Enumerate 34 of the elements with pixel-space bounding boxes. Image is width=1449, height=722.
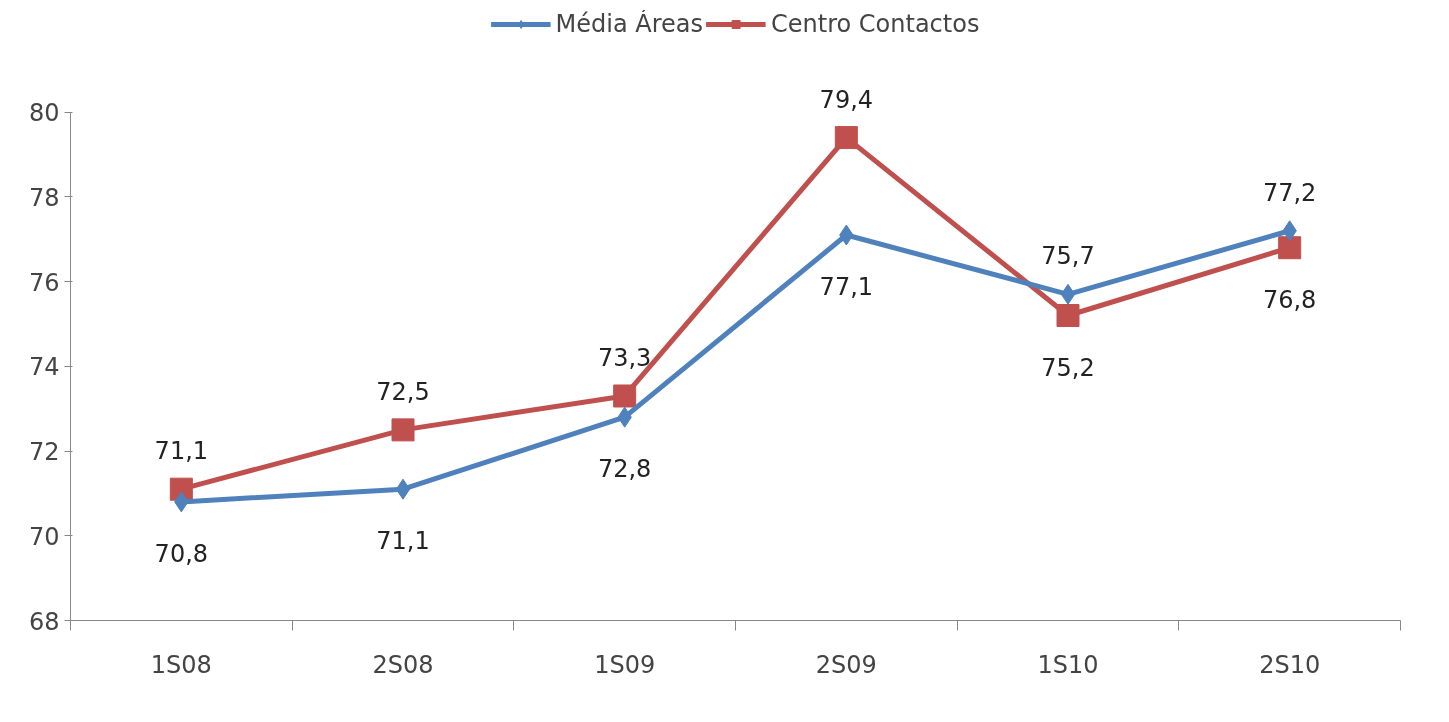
data-label: 77,2 [1262, 178, 1317, 207]
point [391, 418, 415, 442]
data-label: 72,8 [597, 455, 652, 484]
point [1060, 283, 1076, 305]
data-label: 71,1 [154, 437, 209, 466]
y-tick-label: 68 [28, 607, 60, 636]
data-label: 76,8 [1262, 285, 1317, 314]
x-tick-label: 2S08 [372, 650, 434, 679]
y-tick-label: 70 [28, 522, 60, 551]
x-tick-label: 1S08 [150, 650, 212, 679]
x-tick-label: 1S10 [1037, 650, 1099, 679]
data-label: 73,3 [597, 343, 652, 372]
data-label: 72,5 [376, 377, 430, 406]
data-label: 79,4 [819, 85, 874, 114]
x-tick-label: 1S09 [594, 650, 656, 679]
point [834, 126, 858, 150]
data-label: 71,1 [376, 527, 430, 556]
y-tick-label: 80 [28, 99, 60, 128]
data-label: 70,8 [154, 539, 209, 568]
point [613, 384, 637, 408]
legend-label: Centro Contactos [771, 10, 980, 38]
point [1056, 304, 1080, 327]
y-tick-label: 72 [28, 438, 60, 467]
data-label: 77,1 [819, 273, 874, 302]
y-tick-label: 74 [28, 353, 60, 382]
x-tick-label: 2S09 [815, 650, 877, 679]
legend-label: Média Áreas [555, 10, 704, 38]
x-tick-label: 2S10 [1259, 650, 1321, 679]
point [1278, 236, 1302, 260]
data-label: 75,7 [1041, 242, 1095, 271]
y-tick-label: 78 [28, 183, 60, 212]
point [395, 478, 411, 500]
data-label: 75,2 [1041, 353, 1095, 382]
y-tick-label: 76 [28, 268, 60, 297]
